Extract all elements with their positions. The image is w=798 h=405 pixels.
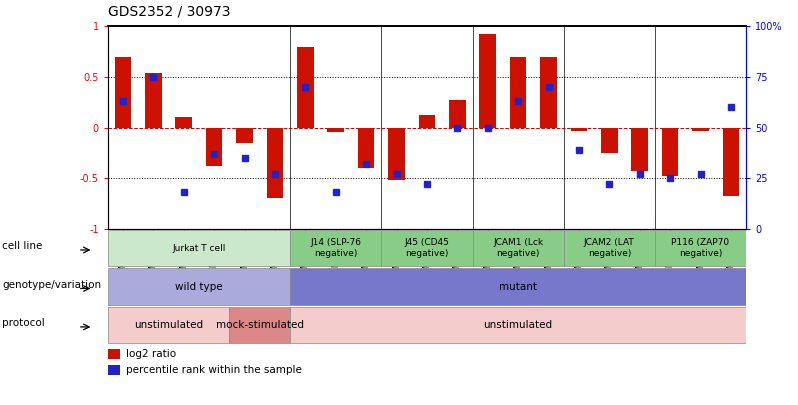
Bar [297,47,314,128]
Bar [115,57,132,128]
Text: mock-stimulated: mock-stimulated [215,320,304,330]
Text: genotype/variation: genotype/variation [2,279,101,290]
Bar [381,230,472,266]
Text: J14 (SLP-76
negative): J14 (SLP-76 negative) [310,239,361,258]
Bar [472,230,563,266]
Bar [108,269,290,305]
Text: J45 (CD45
negative): J45 (CD45 negative) [405,239,449,258]
Bar [290,307,746,343]
Bar [480,34,496,128]
Bar [540,57,557,128]
Text: mutant: mutant [499,281,537,292]
Bar [327,128,344,132]
Text: JCAM2 (LAT
negative): JCAM2 (LAT negative) [584,239,634,258]
Text: wild type: wild type [175,281,223,292]
Text: cell line: cell line [2,241,42,251]
Bar [419,115,435,128]
Bar [108,349,120,359]
Bar [662,128,678,176]
Bar [108,307,229,343]
Text: Jurkat T cell: Jurkat T cell [172,243,226,253]
Text: GDS2352 / 30973: GDS2352 / 30973 [108,4,231,18]
Bar [145,73,162,128]
Bar [176,117,192,128]
Bar [236,128,253,143]
Text: log2 ratio: log2 ratio [126,349,176,359]
Bar [358,128,374,168]
Bar [229,307,290,343]
Text: P116 (ZAP70
negative): P116 (ZAP70 negative) [671,239,729,258]
Bar [631,128,648,171]
Bar [722,128,739,196]
Bar [692,128,709,130]
Bar [655,230,746,266]
Bar [601,128,618,153]
Bar [206,128,223,166]
Bar [290,269,746,305]
Bar [290,230,381,266]
Bar [388,128,405,180]
Text: percentile rank within the sample: percentile rank within the sample [126,365,302,375]
Text: unstimulated: unstimulated [484,320,553,330]
Bar [267,128,283,198]
Text: JCAM1 (Lck
negative): JCAM1 (Lck negative) [493,239,543,258]
Bar [571,128,587,130]
Bar [449,100,466,128]
Bar [108,365,120,375]
Bar [563,230,655,266]
Bar [108,230,290,266]
Text: unstimulated: unstimulated [134,320,203,330]
Bar [510,57,527,128]
Text: protocol: protocol [2,318,45,328]
